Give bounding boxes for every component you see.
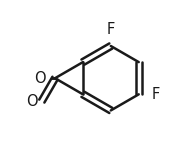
Text: O: O <box>34 71 46 86</box>
Text: F: F <box>151 87 159 102</box>
Text: F: F <box>107 22 115 37</box>
Text: O: O <box>26 94 38 109</box>
